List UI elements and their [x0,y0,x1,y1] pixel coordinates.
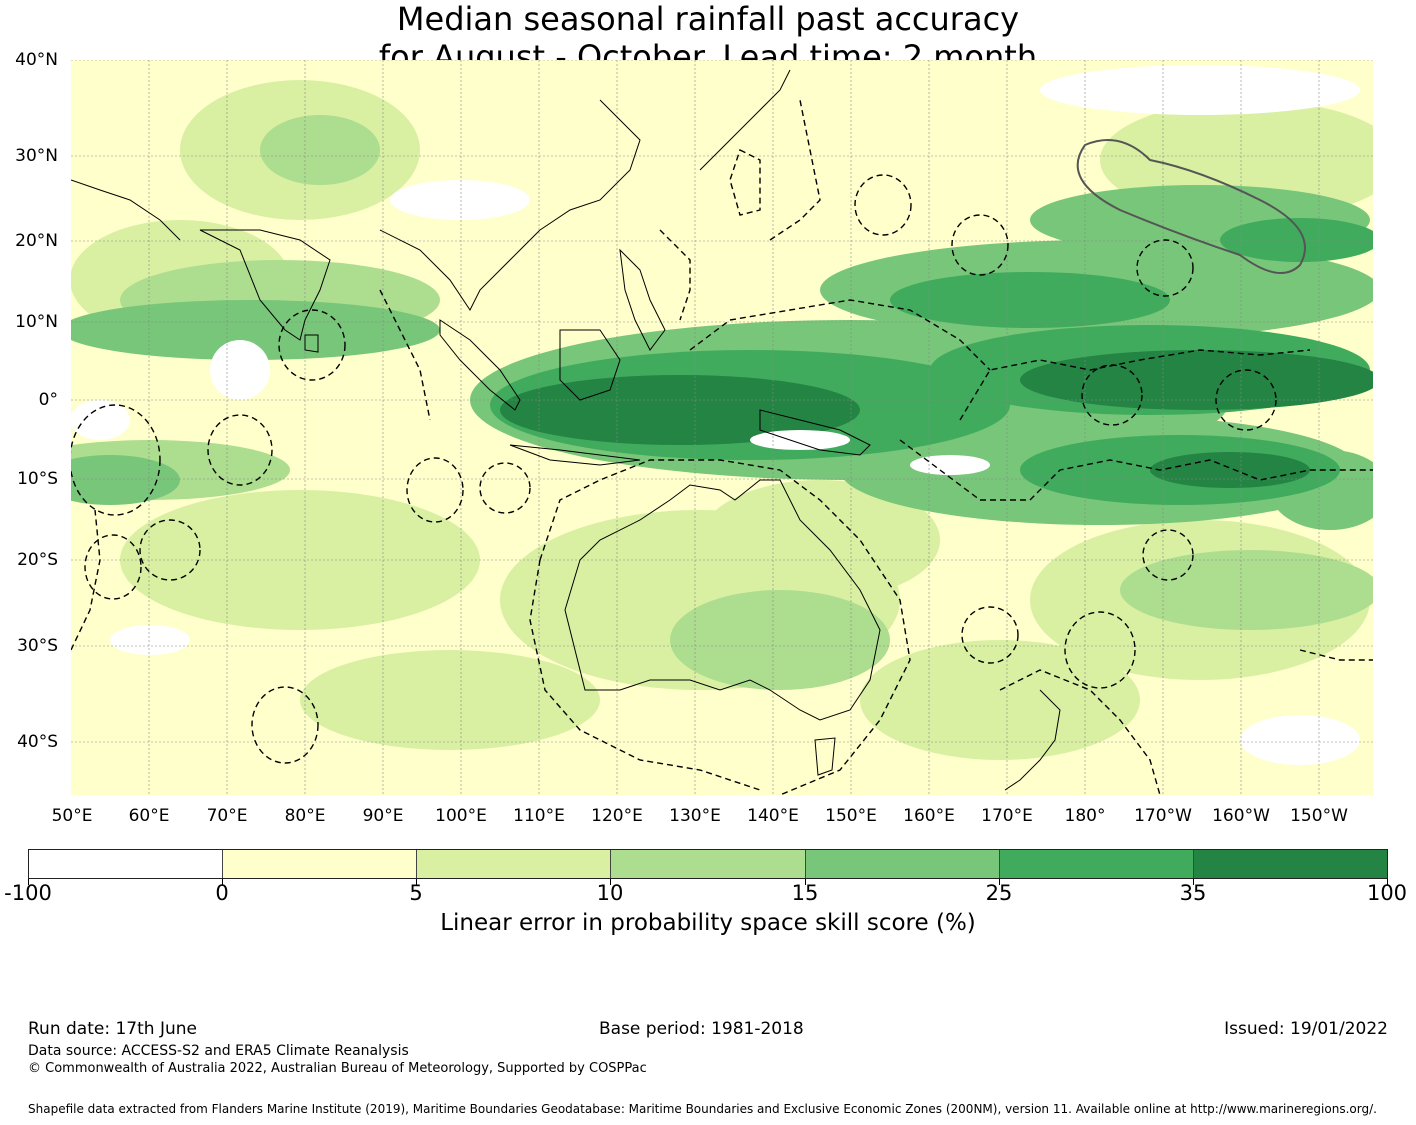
lon-label-160e: 160°E [903,806,955,826]
colorbar-label-0: 0 [215,881,229,905]
lon-label-160w: 160°W [1212,806,1270,826]
colorbar-tick [222,879,223,885]
colorbar-segment-0-5 [223,850,418,878]
skill-map [71,60,1373,795]
lon-label-150e: 150°E [825,806,877,826]
lon-label-170e: 170°E [981,806,1033,826]
colorbar-tick [1193,879,1194,885]
colorbar-label-10: 10 [596,881,624,905]
colorbar [28,849,1388,879]
lat-label-40s: 40°S [17,732,58,752]
colorbar-caption: Linear error in probability space skill … [440,910,976,936]
colorbar-segment-5-10 [417,850,612,878]
run-date: Run date: 17th June [28,1019,197,1039]
lat-label-0: 0° [38,390,58,410]
hawaii-eez-outline [1076,139,1306,274]
colorbar-label-100: 100 [1366,881,1408,905]
data-source: Data source: ACCESS-S2 and ERA5 Climate … [28,1043,409,1059]
colorbar-tick [610,879,611,885]
colorbar-label-minus100: -100 [4,881,52,905]
lon-label-60e: 60°E [128,806,170,826]
copyright: © Commonwealth of Australia 2022, Austra… [28,1061,647,1076]
title-line-1: Median seasonal rainfall past accuracy [396,0,1020,38]
field-35-100 [500,350,1373,488]
colorbar-tick [28,879,29,885]
lat-label-40n: 40°N [15,50,58,70]
colorbar-tick [416,879,417,885]
lon-label-80e: 80°E [284,806,326,826]
colorbar-segment-neg [29,850,224,878]
issued-date: Issued: 19/01/2022 [1224,1019,1388,1039]
colorbar-label-25: 25 [985,881,1013,905]
colorbar-tick [999,879,1000,885]
chart-title: Median seasonal rainfall past accuracy f… [0,0,1416,76]
map-field [71,60,1373,795]
lon-label-90e: 90°E [362,806,404,826]
coastlines [71,69,1061,791]
base-period: Base period: 1981-2018 [599,1019,804,1039]
lon-label-100e: 100°E [435,806,487,826]
colorbar-segment-25-35 [999,850,1194,878]
lon-label-170w: 170°W [1134,806,1192,826]
lon-label-70e: 70°E [206,806,248,826]
lat-label-30s: 30°S [17,636,58,656]
lon-label-110e: 110°E [513,806,565,826]
lat-label-10n: 10°N [15,312,58,332]
lon-label-140e: 140°E [747,806,799,826]
lat-label-20s: 20°S [17,550,58,570]
colorbar-label-5: 5 [409,881,423,905]
field-negative [71,65,1360,765]
lat-label-10s: 10°S [17,469,58,489]
lat-label-20n: 20°N [15,231,58,251]
colorbar-segment-15-25 [805,850,1000,878]
lat-label-30n: 30°N [15,146,58,166]
lon-label-50e: 50°E [51,806,93,826]
colorbar-label-15: 15 [791,881,819,905]
lon-label-120e: 120°E [591,806,643,826]
colorbar-tick [1387,879,1388,885]
colorbar-segment-35-100 [1193,850,1387,878]
colorbar-segment-10-15 [611,850,806,878]
shapefile-credit: Shapefile data extracted from Flanders M… [28,1102,1377,1116]
lon-label-130e: 130°E [669,806,721,826]
colorbar-tick [805,879,806,885]
eez-boundaries [71,99,1373,795]
field-10-15 [71,115,1373,690]
lon-label-150w: 150°W [1290,806,1348,826]
colorbar-label-35: 35 [1179,881,1207,905]
lon-label-180: 180° [1064,806,1106,826]
